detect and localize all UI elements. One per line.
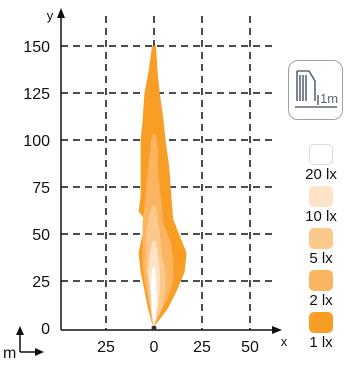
axes: y x m [3, 8, 288, 362]
legend: 20 lx 10 lx 5 lx 2 lx 1 lx [296, 144, 346, 354]
legend-swatch [309, 186, 333, 207]
isolux-chart: y x m 0 25 50 75 100 125 150 25 0 25 50 [3, 8, 288, 362]
legend-item: 20 lx [296, 144, 346, 182]
legend-item: 1 lx [296, 312, 346, 350]
legend-swatch [309, 270, 333, 291]
y-tick-label: 150 [23, 39, 50, 56]
x-tick-labels: 25 0 25 50 [97, 339, 259, 356]
y-tick-label: 0 [41, 321, 50, 338]
mounting-height-box: 1m [288, 60, 343, 120]
legend-item: 5 lx [296, 228, 346, 266]
y-tick-label: 25 [32, 274, 50, 291]
y-tick-labels: 0 25 50 75 100 125 150 [23, 39, 50, 338]
unit-arrow-up-head [16, 326, 24, 335]
x-axis-label: x [281, 334, 288, 349]
y-axis-arrow [57, 8, 65, 18]
x-tick-label: 25 [193, 339, 211, 356]
legend-item: 10 lx [296, 186, 346, 224]
legend-label: 1 lx [309, 334, 333, 351]
y-tick-label: 50 [32, 227, 50, 244]
x-axis-arrow [272, 326, 282, 334]
x-tick-label: 50 [241, 339, 259, 356]
contour-20-lx [151, 267, 157, 325]
legend-label: 20 lx [305, 166, 337, 183]
legend-swatch [309, 144, 333, 165]
origin-marker [151, 325, 157, 331]
x-tick-label: 25 [97, 339, 115, 356]
unit-label: m [3, 345, 16, 362]
legend-swatch [309, 312, 333, 333]
legend-swatch [309, 228, 333, 249]
y-tick-label: 125 [23, 86, 50, 103]
y-tick-label: 75 [32, 180, 50, 197]
svg-text:1m: 1m [320, 91, 338, 106]
legend-label: 2 lx [309, 292, 333, 309]
y-tick-label: 100 [23, 133, 50, 150]
luminaire-mounting-icon: 1m [295, 70, 338, 108]
y-axis-label: y [47, 8, 54, 23]
legend-label: 5 lx [309, 250, 333, 267]
legend-item: 2 lx [296, 270, 346, 308]
x-tick-label: 0 [150, 339, 159, 356]
legend-label: 10 lx [305, 208, 337, 225]
contour-areas [138, 46, 187, 325]
unit-arrow-right-head [35, 348, 44, 356]
